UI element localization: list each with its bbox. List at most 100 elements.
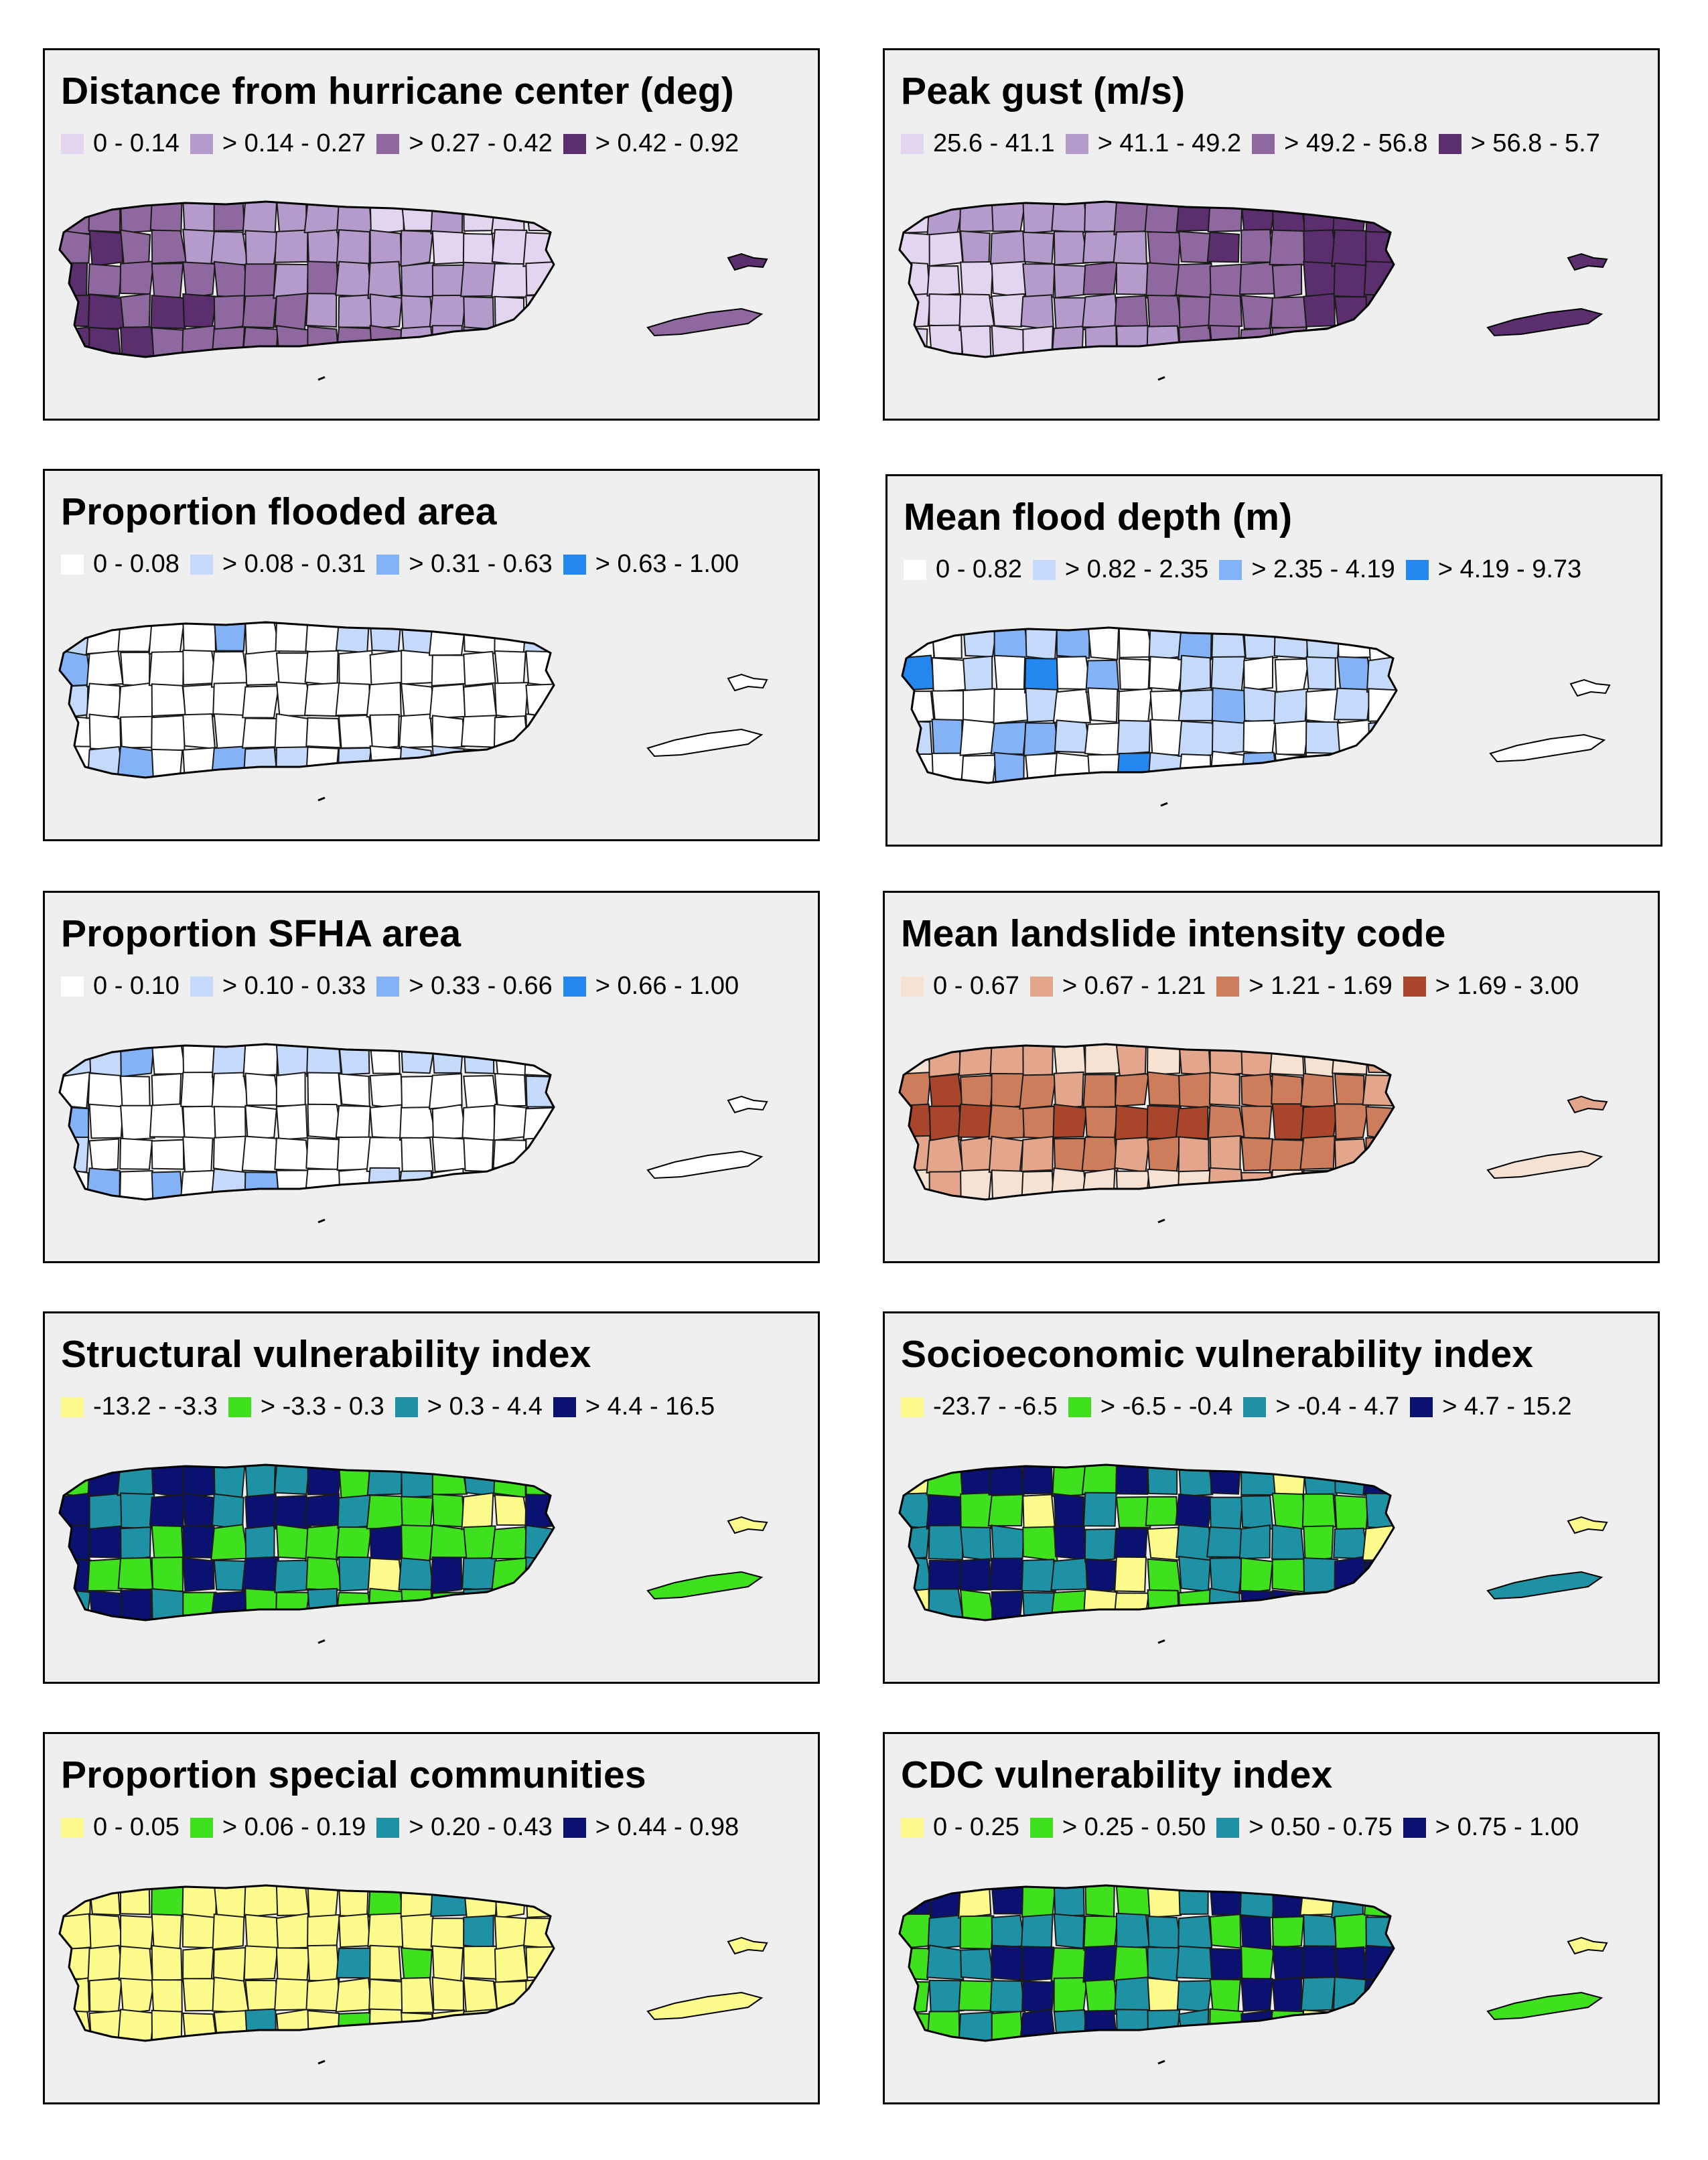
legend-swatch	[61, 1817, 84, 1838]
municipality	[430, 1885, 468, 1918]
municipality	[1149, 719, 1183, 756]
municipality	[88, 1492, 124, 1530]
legend-item: > 0.06 - 0.19	[190, 1813, 366, 1842]
municipality	[1240, 295, 1274, 330]
municipality	[1271, 1524, 1305, 1560]
municipality	[60, 745, 92, 778]
municipality	[1178, 720, 1216, 758]
municipality	[1023, 722, 1060, 757]
municipality	[989, 1557, 1027, 1591]
culebra-island	[1567, 1095, 1608, 1114]
municipality	[275, 1044, 312, 1076]
legend: 0 - 0.08 > 0.08 - 0.31 > 0.31 - 0.63 > 0.63…	[61, 550, 750, 579]
legend: 0 - 0.67 > 0.67 - 1.21 > 1.21 - 1.69 > 1.69…	[901, 972, 1589, 1001]
legend-swatch	[901, 976, 924, 997]
municipality	[431, 1945, 464, 1983]
municipality	[368, 1885, 404, 1918]
municipality	[337, 2011, 374, 2041]
municipality	[993, 688, 1029, 725]
municipality	[1147, 231, 1182, 268]
municipality	[335, 682, 371, 717]
municipality	[525, 713, 554, 749]
municipality	[1081, 1167, 1116, 1200]
municipality	[336, 1947, 374, 1979]
municipality	[461, 1492, 494, 1530]
map-panel-special-communities: Proportion special communities 0 - 0.05 >…	[43, 1732, 820, 2104]
municipality	[1334, 1913, 1370, 1950]
vieques-island	[646, 1150, 764, 1179]
municipality	[1334, 2009, 1366, 2041]
municipality	[1115, 1170, 1150, 1200]
municipality	[494, 1885, 527, 1920]
municipality	[274, 1559, 309, 1593]
municipality	[960, 1074, 995, 1108]
municipality	[1178, 689, 1216, 721]
municipality	[1209, 1914, 1242, 1949]
municipality	[958, 2011, 995, 2041]
municipality	[960, 1589, 995, 1620]
legend-swatch	[228, 1396, 251, 1417]
legend-label: > 0.27 - 0.42	[409, 129, 553, 157]
legend-label: > 0.3 - 4.4	[427, 1392, 543, 1421]
municipality	[1209, 1885, 1244, 1916]
municipality	[1021, 1170, 1054, 1200]
municipality	[1240, 1073, 1276, 1110]
municipality	[524, 1169, 554, 1200]
culebra-island	[727, 1516, 768, 1534]
municipality	[182, 1591, 217, 1620]
municipality	[369, 1044, 401, 1074]
map-panel-structural: Structural vulnerability index -13.2 - -…	[43, 1311, 820, 1684]
municipality	[960, 1948, 995, 1981]
municipality	[1303, 326, 1337, 357]
municipality	[1271, 202, 1306, 235]
municipality	[463, 650, 496, 687]
legend-label: > 0.33 - 0.66	[409, 972, 553, 1000]
panel-title: Proportion flooded area	[61, 490, 497, 533]
municipality	[1145, 1496, 1179, 1526]
municipality	[1118, 658, 1151, 691]
municipality	[210, 230, 249, 266]
municipality	[958, 293, 995, 332]
municipality	[900, 1169, 933, 1200]
municipality	[1211, 687, 1248, 725]
municipality	[1114, 1104, 1150, 1142]
legend-item: 0 - 0.08	[61, 550, 180, 579]
municipality	[275, 1912, 311, 1949]
municipality	[275, 622, 309, 652]
municipality	[120, 1492, 155, 1529]
municipality	[1209, 1557, 1244, 1593]
legend-swatch	[901, 1396, 924, 1417]
municipality	[1053, 1071, 1084, 1110]
legend-swatch	[190, 1817, 213, 1838]
municipality	[522, 1106, 554, 1141]
municipality	[368, 1978, 403, 2014]
municipality	[182, 747, 218, 778]
municipality	[1050, 1589, 1088, 1620]
municipality	[1332, 202, 1368, 234]
municipality	[369, 229, 403, 266]
municipality	[401, 1465, 436, 1499]
legend-swatch	[1068, 1396, 1091, 1417]
municipality	[900, 1103, 934, 1141]
municipality	[928, 1885, 963, 1919]
legend-swatch	[1029, 976, 1053, 997]
legend-item: > 0.50 - 0.75	[1216, 1813, 1393, 1842]
municipality	[1238, 261, 1276, 295]
municipality	[1115, 1912, 1150, 1950]
municipality	[429, 294, 468, 328]
municipality	[87, 1944, 124, 1982]
legend-item: > 0.14 - 0.27	[190, 129, 366, 158]
municipality	[151, 1556, 184, 1592]
municipality	[1303, 1169, 1338, 1200]
municipality	[1271, 1074, 1304, 1109]
municipality	[963, 628, 998, 658]
legend-item: > 0.3 - 4.4	[395, 1392, 543, 1421]
municipality	[460, 715, 497, 748]
island-outline	[898, 1043, 1395, 1201]
municipality	[1333, 687, 1372, 721]
islet	[1157, 1218, 1165, 1224]
municipality	[150, 295, 186, 330]
legend-item: 0 - 0.67	[901, 972, 1019, 1001]
municipality	[494, 1916, 529, 1950]
municipality	[958, 1103, 992, 1138]
